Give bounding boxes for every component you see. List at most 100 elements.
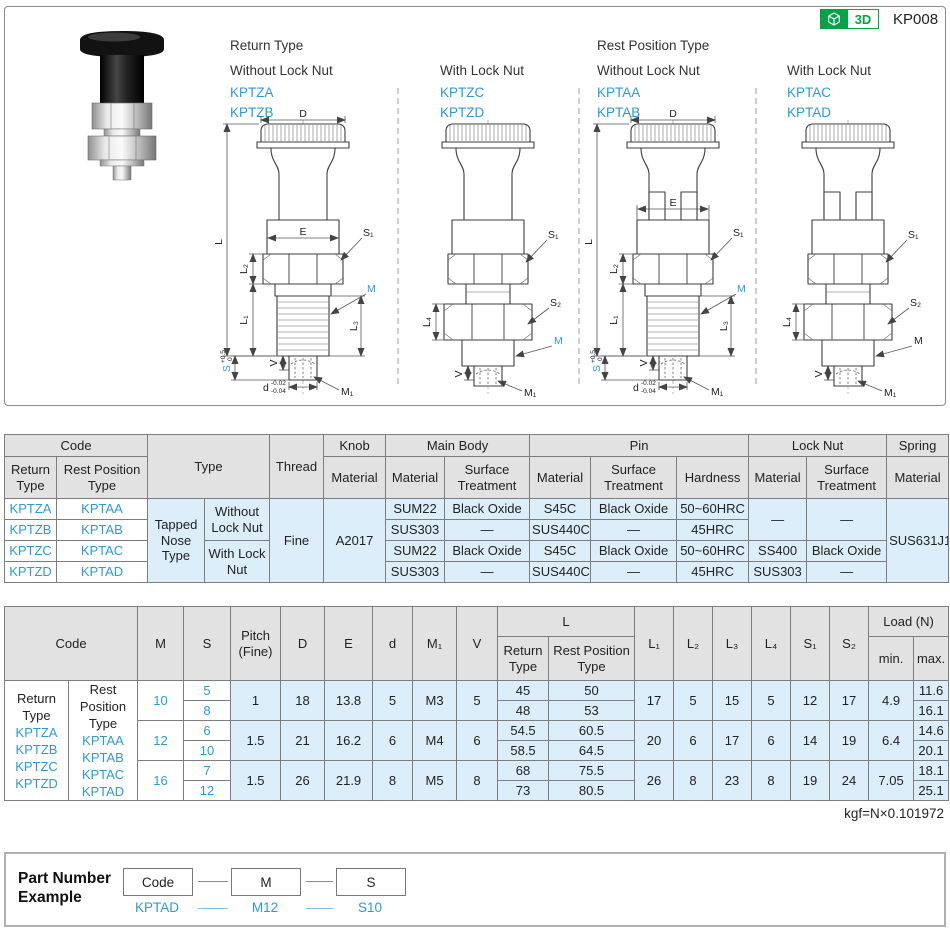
dim-label-S1: S₁ bbox=[733, 227, 744, 239]
spec-code-return[interactable]: KPTZB bbox=[4, 519, 57, 541]
spec-h-knob: Knob bbox=[323, 434, 387, 457]
spec-code-rest[interactable]: KPTAD bbox=[55, 561, 149, 583]
dim-s-value: 7 bbox=[183, 760, 232, 781]
spec-body-material: SUM22 bbox=[385, 540, 446, 562]
spec-pin-material: SUS440C bbox=[529, 561, 592, 583]
part-code-link[interactable]: KPTAD bbox=[81, 784, 125, 799]
dim-tol-d-bot: -0.04 bbox=[271, 388, 286, 395]
view-3d-badge[interactable]: 3D bbox=[820, 9, 879, 29]
dim-s-value: 6 bbox=[183, 720, 232, 741]
drawing-return-with-locknut: S₁ S₂ M L₄ V M₁ bbox=[421, 120, 563, 398]
dim-label-L1: L₁ bbox=[608, 315, 620, 325]
dim-s-value: 12 bbox=[183, 780, 232, 801]
part-code-link[interactable]: KPTZB bbox=[230, 105, 274, 120]
dim-m-value: 12 bbox=[137, 720, 185, 761]
dim-s-value: 8 bbox=[183, 700, 232, 721]
drawing-return-without-locknut: D E L L₂ L₁ S +0.5 0 L₃ S₁ M V bbox=[215, 108, 376, 398]
dim-L1: 17 bbox=[634, 680, 675, 721]
spec-code-return[interactable]: KPTZD bbox=[4, 561, 57, 583]
spec-h-pin: Pin bbox=[529, 434, 750, 457]
spec-h-main-body: Main Body bbox=[385, 434, 531, 457]
dim-E: 16.2 bbox=[324, 720, 374, 761]
dim-label-S: S bbox=[221, 365, 233, 372]
dim-code-return-label: Return Type bbox=[16, 690, 57, 723]
spec-code-rest[interactable]: KPTAB bbox=[55, 519, 149, 541]
pn-dash bbox=[306, 881, 333, 882]
spec-nut-material: — bbox=[748, 498, 808, 541]
part-code-link[interactable]: KPTAB bbox=[597, 105, 641, 120]
spec-code-rest[interactable]: KPTAA bbox=[55, 498, 149, 520]
spec-code-rest[interactable]: KPTAC bbox=[55, 540, 149, 562]
part-code-link[interactable]: KPTAC bbox=[787, 85, 832, 100]
spec-pin-material: S45C bbox=[529, 540, 592, 562]
spec-nut-material: SS400 bbox=[748, 540, 808, 562]
dim-h-M1: M₁ bbox=[412, 606, 458, 681]
part-code-link[interactable]: KPTZC bbox=[15, 758, 58, 774]
spec-h-pin-material: Material bbox=[529, 456, 592, 499]
dim-M1: M3 bbox=[412, 680, 458, 721]
spec-type-group: Tapped Nose Type bbox=[147, 498, 206, 583]
part-code-link[interactable]: KPTZA bbox=[15, 724, 58, 740]
spec-nut-surface: — bbox=[806, 561, 888, 583]
spec-body-material: SUS303 bbox=[385, 561, 446, 583]
dim-s-value: 5 bbox=[183, 680, 232, 701]
dim-l-return: 45 bbox=[497, 680, 550, 701]
dim-label-V: V bbox=[813, 370, 825, 377]
dim-load-min: 7.05 bbox=[868, 760, 915, 801]
dim-h-pitch: Pitch (Fine) bbox=[230, 606, 282, 681]
dim-label-L3: L₃ bbox=[348, 321, 360, 331]
spec-nut-surface: Black Oxide bbox=[806, 540, 888, 562]
dim-tol-s-top: +0.5 bbox=[590, 350, 597, 363]
part-code-link[interactable]: KPTAD bbox=[787, 105, 832, 120]
pn-example-s: S10 bbox=[357, 900, 383, 915]
pn-field-s: S bbox=[336, 868, 406, 896]
dim-l-return: 58.5 bbox=[497, 740, 550, 761]
spec-pin-material: S45C bbox=[529, 498, 592, 520]
dim-V: 8 bbox=[456, 760, 499, 801]
dim-label-L2: L₂ bbox=[608, 264, 620, 274]
spec-h-type: Type bbox=[147, 434, 271, 499]
part-code-link[interactable]: KPTAA bbox=[597, 85, 641, 100]
dim-tol-d-top: -0.02 bbox=[641, 380, 656, 387]
part-code-link[interactable]: KPTAB bbox=[82, 750, 124, 765]
part-code-link[interactable]: KPTAA bbox=[82, 733, 124, 748]
spec-code-return[interactable]: KPTZA bbox=[4, 498, 57, 520]
dim-l-return: 73 bbox=[497, 780, 550, 801]
part-code-link[interactable]: KPTZA bbox=[230, 85, 274, 100]
part-code-link[interactable]: KPTZD bbox=[440, 105, 485, 120]
dim-load-max: 16.1 bbox=[913, 700, 950, 721]
pn-dash-blue bbox=[198, 908, 228, 909]
dim-label-E: E bbox=[299, 226, 306, 238]
part-number-title-line1: Part Number bbox=[18, 870, 112, 887]
spec-body-material: SUS303 bbox=[385, 519, 446, 541]
spec-h-knob-material: Material bbox=[323, 456, 387, 499]
spec-h-nut-surface: Surface Treatment bbox=[806, 456, 888, 499]
spec-pin-surface: — bbox=[590, 519, 678, 541]
variant-col-rest-without: Without Lock Nut KPTAA KPTAB bbox=[597, 63, 700, 123]
spec-hardness: 50~60HRC bbox=[676, 498, 750, 520]
part-number-title: Part Number Example bbox=[18, 869, 111, 907]
part-code-link[interactable]: KPTZC bbox=[440, 85, 485, 100]
dim-d: 8 bbox=[372, 760, 414, 801]
dim-label-V: V bbox=[453, 370, 465, 377]
dim-s-value: 10 bbox=[183, 740, 232, 761]
drawing-rest-with-locknut: S₁ S₂ M L₄ V M₁ bbox=[781, 120, 923, 398]
part-code-link[interactable]: KPTAC bbox=[81, 767, 125, 782]
dim-h-load: Load (N) bbox=[868, 606, 950, 637]
variant-subtitle: Without Lock Nut bbox=[597, 63, 700, 78]
dim-load-max: 25.1 bbox=[913, 780, 950, 801]
part-code-link[interactable]: KPTZB bbox=[15, 741, 58, 757]
dim-l-rest: 50 bbox=[548, 680, 636, 701]
dimension-table: Code M S Pitch (Fine) D E d M₁ V L L₁ L₂… bbox=[3, 606, 950, 801]
dim-label-L: L bbox=[215, 239, 225, 245]
spec-code-return[interactable]: KPTZC bbox=[4, 540, 57, 562]
dim-h-l-rest: Rest Position Type bbox=[548, 636, 636, 681]
dim-tol-s-top: +0.5 bbox=[220, 350, 227, 363]
dim-l-return: 68 bbox=[497, 760, 550, 781]
dim-label-S2: S₂ bbox=[910, 297, 921, 309]
spec-h-body-material: Material bbox=[385, 456, 446, 499]
dim-V: 6 bbox=[456, 720, 499, 761]
spec-h-code: Code bbox=[3, 434, 149, 457]
pn-dash-blue bbox=[306, 908, 333, 909]
part-code-link[interactable]: KPTZD bbox=[15, 775, 58, 791]
